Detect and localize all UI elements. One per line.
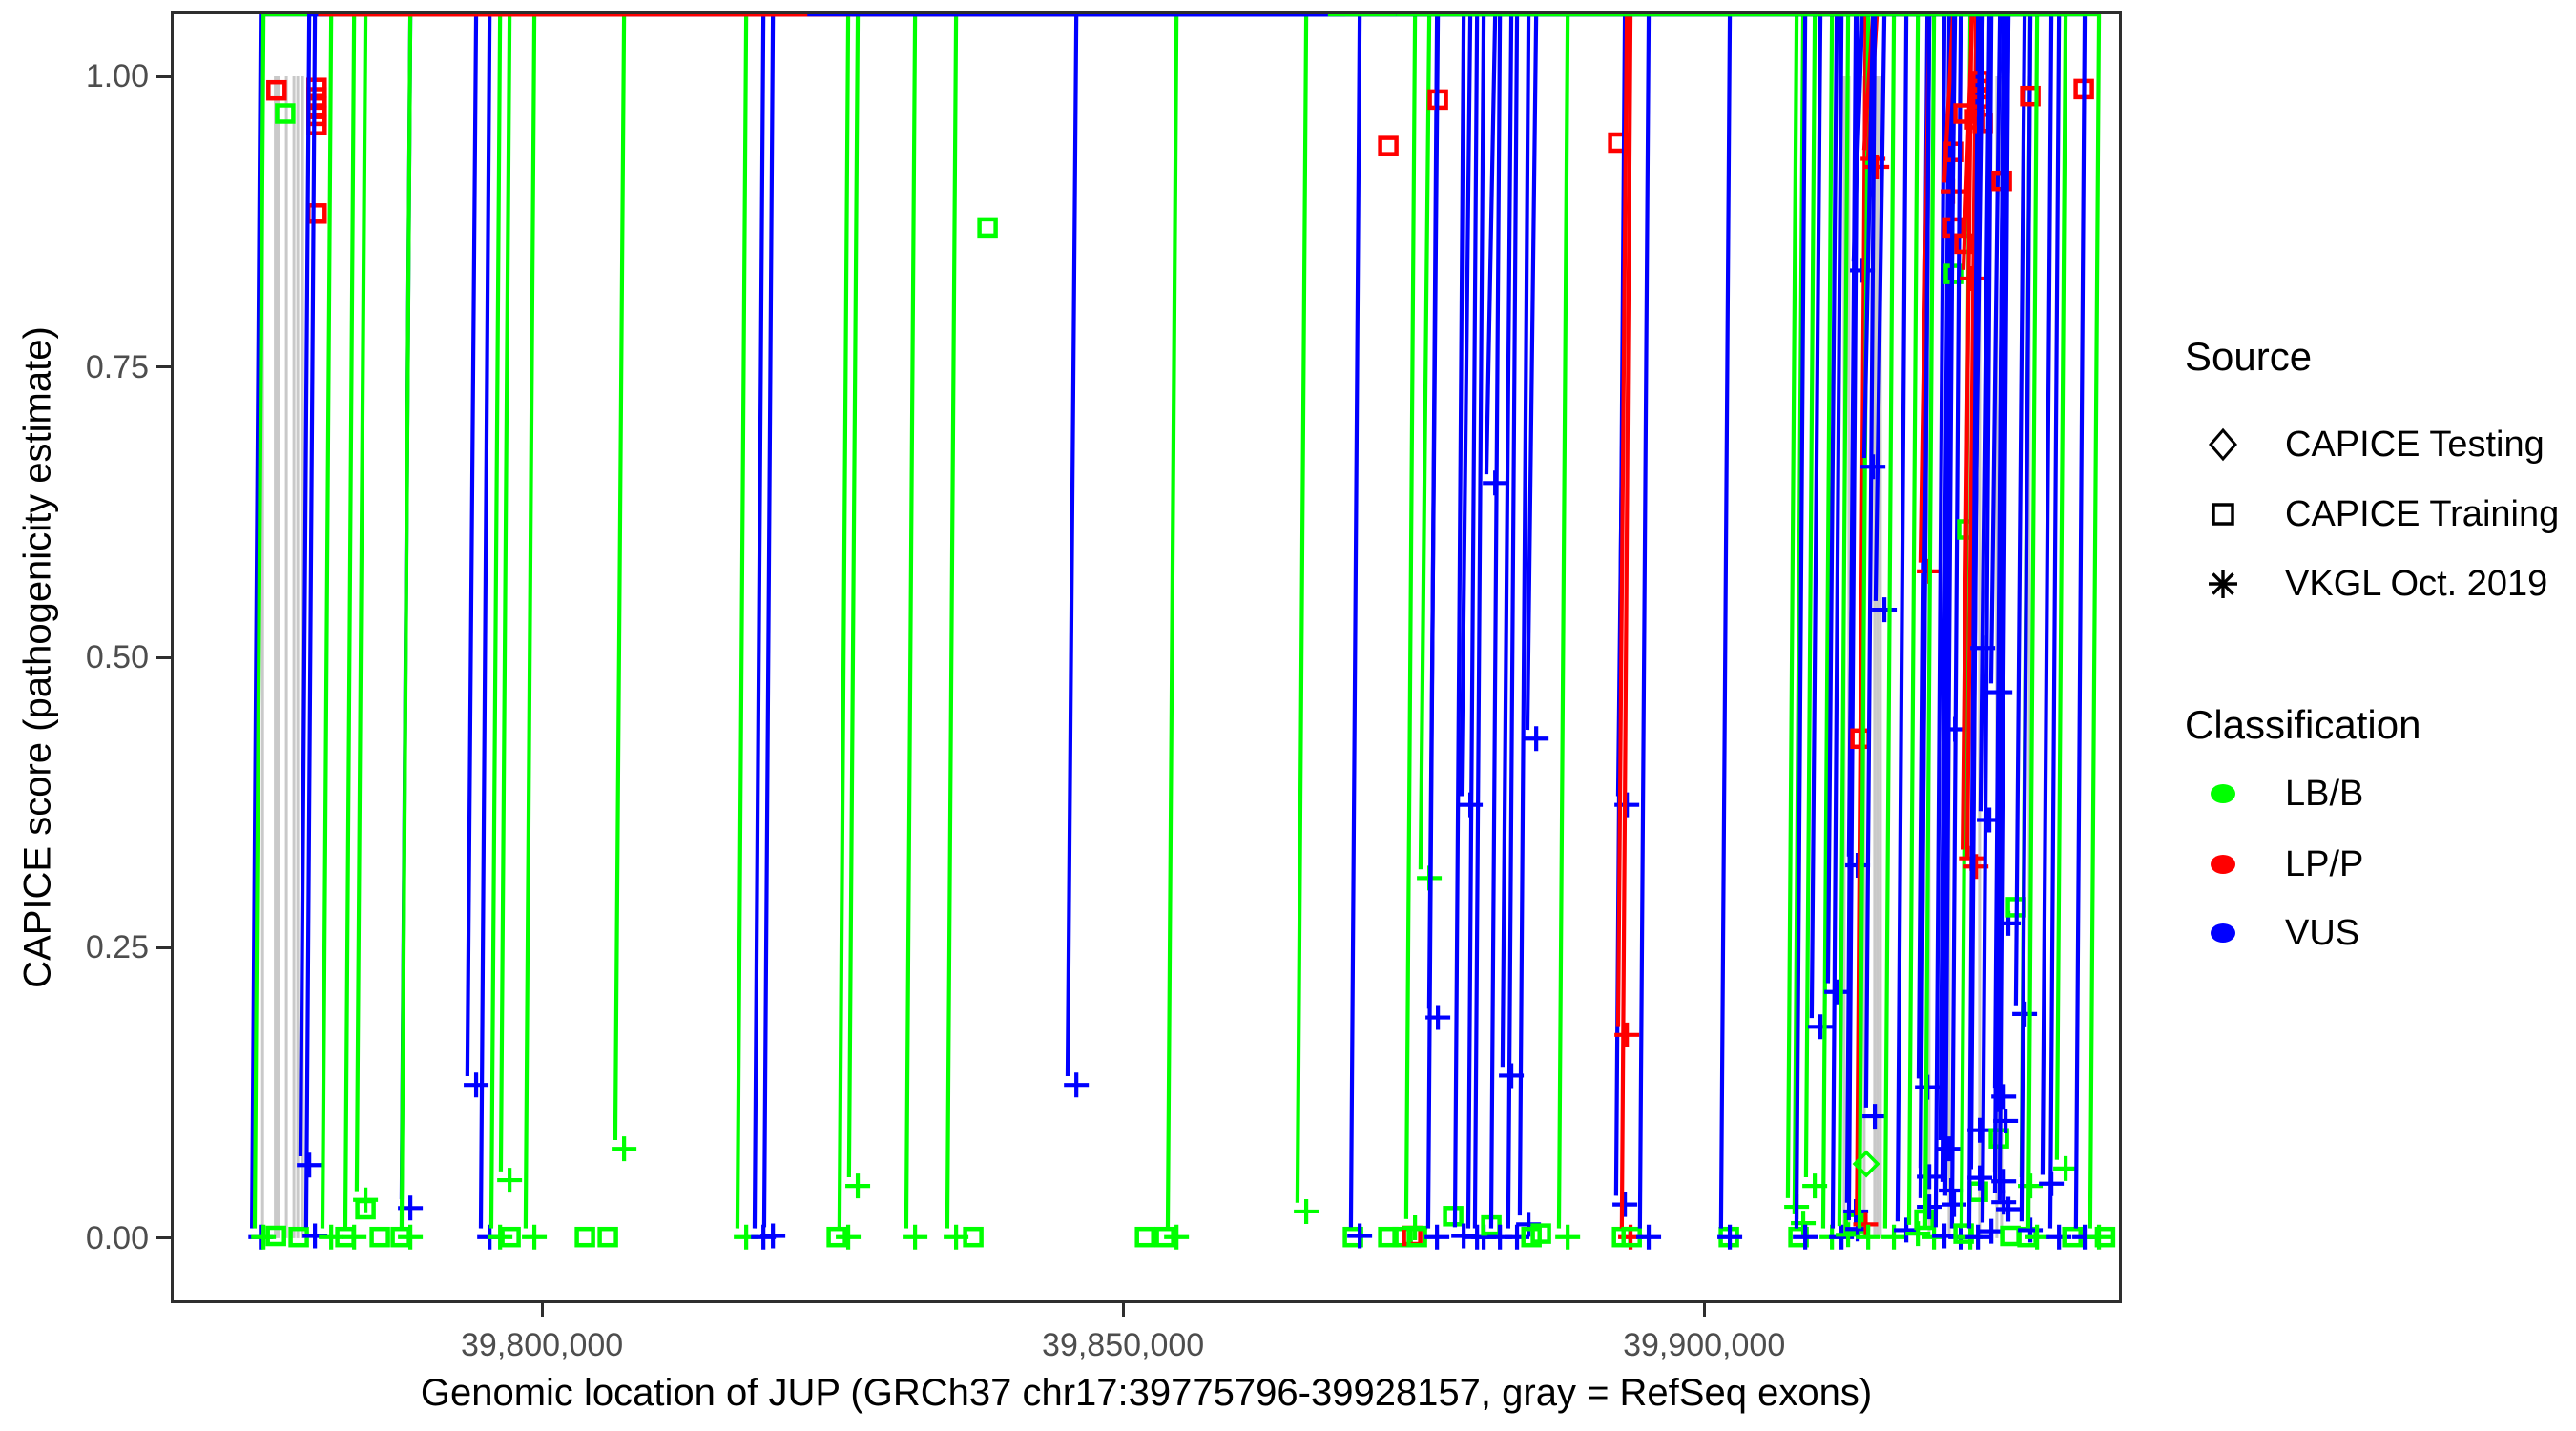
data-point — [977, 217, 998, 238]
data-point — [845, 14, 1346, 1199]
y-tick-label: 0.00 — [85, 1219, 149, 1256]
data-point — [597, 1226, 618, 1248]
x-axis-title: Genomic location of JUP (GRCh37 chr17:39… — [420, 1372, 1873, 1414]
data-point — [369, 1226, 390, 1248]
data-point — [898, 14, 1549, 752]
data-point — [612, 14, 1309, 1162]
data-point — [1134, 1226, 1155, 1248]
data-point — [1396, 14, 1984, 1250]
data-point — [903, 14, 1397, 1250]
y-tick-mark — [156, 74, 171, 78]
data-point — [429, 14, 1876, 283]
legend-item-vkgl: VKGL Oct. 2019 — [2185, 559, 2547, 609]
data-point — [1345, 14, 1828, 1199]
legend-item-capice-training: CAPICE Training — [2185, 489, 2559, 539]
data-point — [437, 14, 1985, 291]
square-icon — [2212, 503, 2234, 526]
y-tick-label: 0.50 — [85, 639, 149, 675]
exon-band — [284, 76, 288, 1238]
legend-item-label: CAPICE Testing — [2285, 424, 2545, 465]
legend-item-label: LB/B — [2285, 773, 2364, 814]
exon-band — [260, 76, 264, 1238]
lpp-dot-icon — [2211, 855, 2235, 874]
data-point — [1396, 14, 1743, 1250]
exon-band — [2027, 76, 2031, 1238]
legend-item-vus: VUS — [2185, 908, 2359, 958]
data-point — [963, 1226, 984, 1248]
plot-svg — [248, 14, 2116, 1250]
data-point — [964, 14, 1484, 818]
x-tick-mark — [540, 1303, 544, 1317]
vus-dot-icon — [2211, 923, 2235, 943]
data-point — [266, 79, 287, 101]
exon-band — [292, 76, 296, 1238]
data-point — [2094, 1226, 2116, 1248]
legend-item-label: VUS — [2285, 912, 2360, 953]
y-tick-label: 0.75 — [85, 348, 149, 385]
y-tick-mark — [156, 1236, 171, 1240]
asterisk-icon — [2209, 570, 2237, 598]
data-point — [2000, 1225, 2021, 1247]
data-point — [350, 14, 1966, 204]
legend-item-label: VKGL Oct. 2019 — [2285, 563, 2548, 604]
y-tick-mark — [156, 365, 171, 369]
data-point — [1347, 14, 1396, 1249]
data-point — [522, 14, 1397, 1250]
lbb-dot-icon — [2211, 784, 2235, 803]
y-tick-mark — [156, 655, 171, 659]
y-tick-label: 0.25 — [85, 929, 149, 966]
legend-item-lbb: LB/B — [2185, 769, 2363, 819]
data-point — [836, 14, 1397, 1250]
data-point — [398, 14, 1368, 1221]
exon-band — [1978, 76, 1982, 1238]
data-point — [1194, 14, 1640, 1047]
exon-band — [1873, 76, 1877, 1238]
data-point — [248, 14, 1397, 1250]
x-tick-label: 39,800,000 — [461, 1327, 624, 1363]
legend-item-capice-testing: CAPICE Testing — [2185, 420, 2545, 469]
data-point — [1530, 1223, 1551, 1244]
exon-band — [1876, 76, 1880, 1238]
exon-band — [1879, 76, 1882, 1238]
y-tick-mark — [156, 945, 171, 949]
data-point — [626, 14, 1886, 480]
legend-item-lpp: LP/P — [2185, 840, 2363, 889]
data-point — [275, 103, 296, 124]
x-tick-label: 39,900,000 — [1623, 1327, 1786, 1363]
data-point — [500, 1226, 521, 1248]
legend-item-label: LP/P — [2285, 843, 2364, 884]
legend-classification-title: Classification — [2185, 702, 2421, 747]
data-point — [251, 14, 1397, 1250]
data-point — [265, 1225, 286, 1247]
y-tick-label: 1.00 — [85, 58, 149, 95]
data-point — [398, 14, 1397, 1250]
x-tick-label: 39,850,000 — [1042, 1327, 1205, 1363]
data-point — [574, 1226, 595, 1248]
legend-item-label: CAPICE Training — [2285, 493, 2560, 534]
data-point — [1064, 14, 1245, 1098]
diamond-icon — [2209, 427, 2237, 462]
x-tick-mark — [1121, 1303, 1125, 1317]
data-point — [1382, 14, 1817, 1236]
data-point — [306, 203, 327, 224]
legend-source-title: Source — [2185, 334, 2313, 379]
data-point — [1164, 14, 1397, 1250]
data-point — [1378, 135, 1399, 156]
exon-band — [1847, 76, 1851, 1238]
data-point — [1025, 14, 1871, 879]
x-tick-mark — [1702, 1303, 1706, 1317]
exon-band — [296, 76, 300, 1238]
exon-band — [274, 76, 280, 1238]
data-point — [326, 14, 1890, 180]
